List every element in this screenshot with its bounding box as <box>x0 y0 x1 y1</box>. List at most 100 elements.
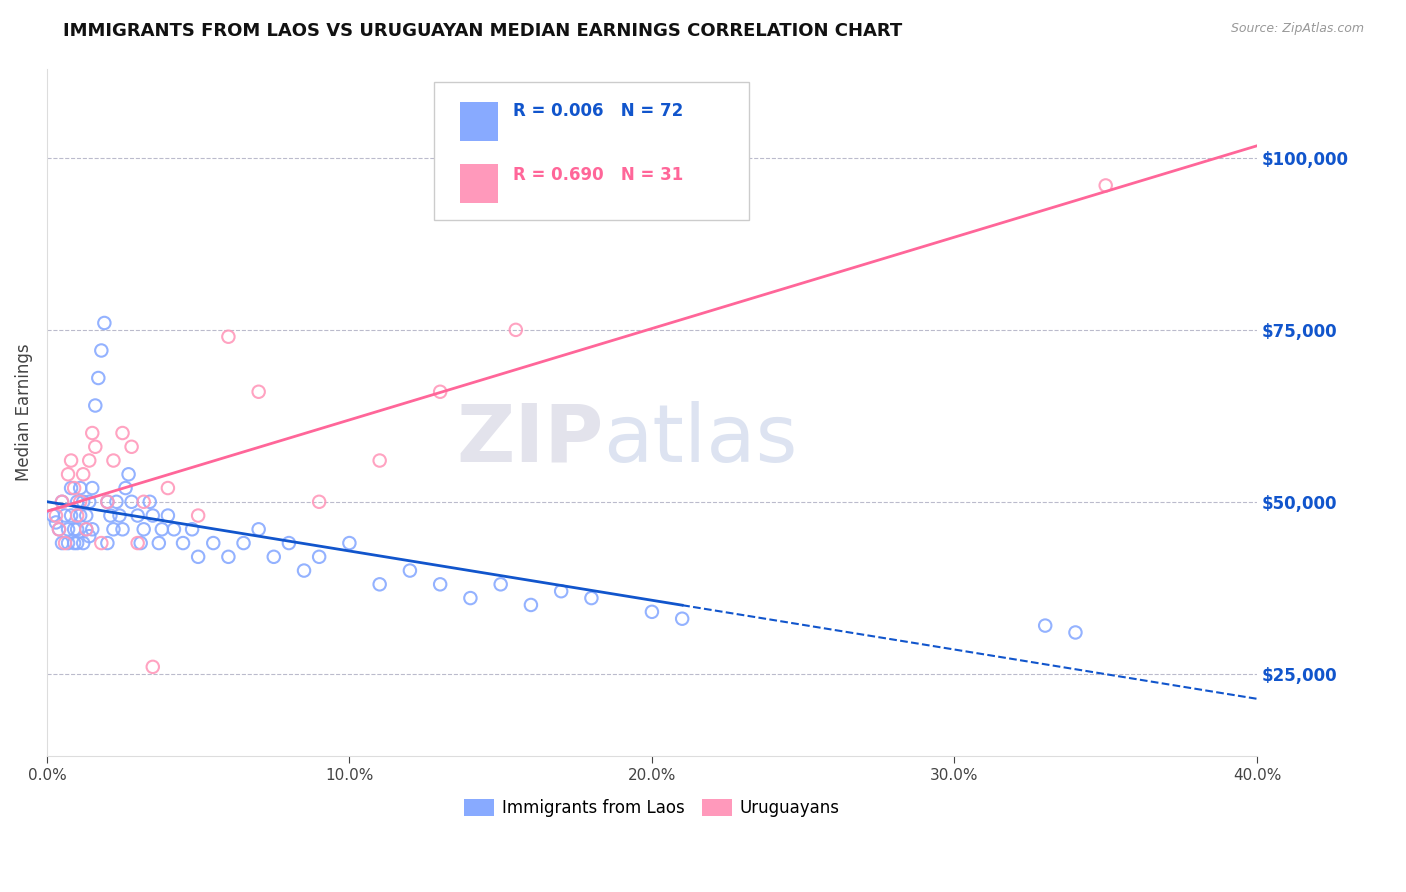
Point <box>292 564 315 578</box>
Point <box>82 481 104 495</box>
Point <box>247 384 270 399</box>
Point <box>72 536 94 550</box>
Point <box>460 591 482 605</box>
Point <box>139 495 162 509</box>
Point <box>66 536 89 550</box>
Point <box>75 522 97 536</box>
Point <box>263 549 285 564</box>
Point <box>82 425 104 440</box>
Point <box>217 330 239 344</box>
Point <box>51 495 73 509</box>
Text: R = 0.690   N = 31: R = 0.690 N = 31 <box>513 166 683 184</box>
Point <box>56 467 79 482</box>
Point <box>127 508 149 523</box>
Point <box>48 522 70 536</box>
Point <box>368 453 391 467</box>
FancyBboxPatch shape <box>460 164 498 203</box>
Point <box>117 467 139 482</box>
Point <box>48 522 70 536</box>
Point <box>114 481 136 495</box>
Point <box>181 522 204 536</box>
Text: R = 0.006   N = 72: R = 0.006 N = 72 <box>513 103 683 120</box>
FancyBboxPatch shape <box>460 103 498 142</box>
Point <box>368 577 391 591</box>
Point <box>105 495 128 509</box>
Point <box>121 495 143 509</box>
Point <box>111 425 134 440</box>
Point <box>60 508 83 523</box>
Point <box>75 508 97 523</box>
Point <box>156 481 179 495</box>
Point <box>247 522 270 536</box>
Point <box>63 522 86 536</box>
Y-axis label: Median Earnings: Median Earnings <box>15 343 32 481</box>
Point <box>63 481 86 495</box>
Point <box>1064 625 1087 640</box>
Text: IMMIGRANTS FROM LAOS VS URUGUAYAN MEDIAN EARNINGS CORRELATION CHART: IMMIGRANTS FROM LAOS VS URUGUAYAN MEDIAN… <box>63 22 903 40</box>
Point <box>489 577 512 591</box>
Point <box>53 536 76 550</box>
Point <box>308 549 330 564</box>
Point <box>217 549 239 564</box>
Point <box>63 536 86 550</box>
Point <box>671 612 693 626</box>
Point <box>84 399 107 413</box>
Point <box>550 584 572 599</box>
Point <box>142 508 165 523</box>
Point <box>66 508 89 523</box>
Point <box>232 536 254 550</box>
Text: Source: ZipAtlas.com: Source: ZipAtlas.com <box>1230 22 1364 36</box>
Text: atlas: atlas <box>603 401 797 479</box>
Point <box>399 564 422 578</box>
Point <box>150 522 173 536</box>
Point <box>66 495 89 509</box>
Point <box>277 536 299 550</box>
Point <box>96 536 118 550</box>
Point <box>90 343 112 358</box>
Point <box>1033 618 1056 632</box>
Point <box>187 508 209 523</box>
Point <box>96 495 118 509</box>
Point <box>132 495 155 509</box>
Point <box>111 522 134 536</box>
Point <box>142 660 165 674</box>
Point <box>72 495 94 509</box>
Point <box>45 516 67 530</box>
Point <box>56 522 79 536</box>
Point <box>103 522 125 536</box>
Point <box>129 536 152 550</box>
Point <box>163 522 186 536</box>
Point <box>127 536 149 550</box>
Point <box>520 598 543 612</box>
Point <box>187 549 209 564</box>
Point <box>42 508 65 523</box>
Point <box>90 536 112 550</box>
Point <box>69 481 91 495</box>
Point <box>77 529 100 543</box>
Point <box>93 316 115 330</box>
Point <box>148 536 170 550</box>
Point <box>156 508 179 523</box>
Point <box>132 522 155 536</box>
Point <box>108 508 131 523</box>
Text: ZIP: ZIP <box>457 401 603 479</box>
Point <box>51 495 73 509</box>
Point <box>77 453 100 467</box>
Point <box>75 522 97 536</box>
Point <box>505 323 527 337</box>
Point <box>172 536 194 550</box>
Point <box>51 536 73 550</box>
Point <box>121 440 143 454</box>
Point <box>77 495 100 509</box>
Point <box>72 467 94 482</box>
Point <box>60 453 83 467</box>
Point <box>1094 178 1116 193</box>
Point <box>581 591 603 605</box>
Point <box>69 495 91 509</box>
Point <box>202 536 225 550</box>
Point <box>53 508 76 523</box>
Point <box>429 577 451 591</box>
Point <box>60 481 83 495</box>
Point <box>84 440 107 454</box>
Point <box>308 495 330 509</box>
